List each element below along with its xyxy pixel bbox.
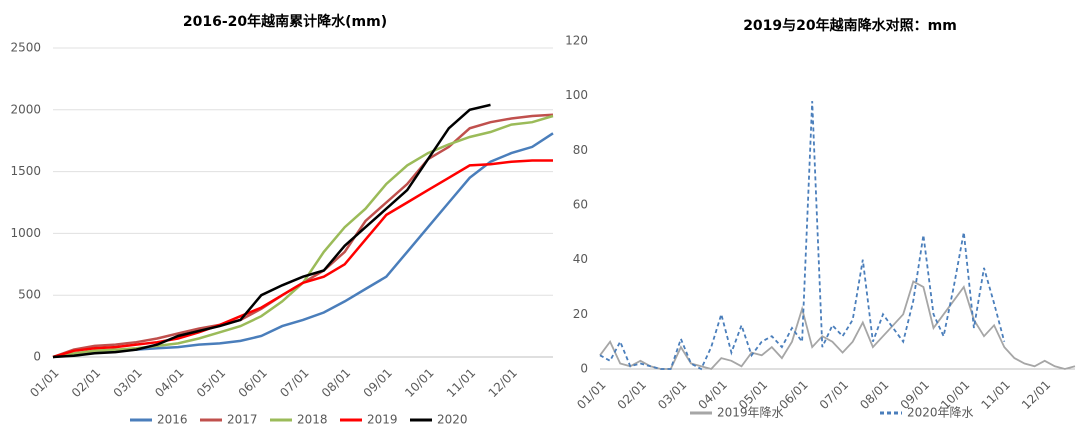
- series-line: [599, 101, 1006, 371]
- y-tick-label: 80: [573, 143, 588, 157]
- x-tick-label: 09/01: [361, 366, 395, 400]
- series-line: [599, 280, 1076, 371]
- x-tick-label: 02/01: [69, 366, 103, 400]
- legend-label: 2020: [437, 413, 468, 427]
- y-tick-label: 100: [565, 88, 588, 102]
- x-tick-label: 11/01: [444, 366, 478, 400]
- y-tick-label: 0: [33, 350, 41, 364]
- y-tick-label: 500: [18, 288, 41, 302]
- y-tick-label: 1500: [10, 164, 41, 178]
- legend-label: 2017: [227, 413, 258, 427]
- x-tick-label: 07/01: [277, 366, 311, 400]
- chart-title: 2016-20年越南累计降水(mm): [183, 13, 387, 30]
- y-tick-label: 40: [573, 252, 588, 266]
- y-tick-label: 2000: [10, 102, 41, 116]
- legend-label: 2019: [367, 413, 398, 427]
- y-tick-label: 120: [565, 34, 588, 48]
- x-tick-label: 11/01: [978, 378, 1012, 412]
- y-tick-label: 2500: [10, 41, 41, 55]
- y-tick-label: 0: [580, 362, 588, 376]
- y-tick-label: 1000: [10, 226, 41, 240]
- series-line: [52, 132, 554, 359]
- x-tick-label: 08/01: [319, 366, 353, 400]
- series-line: [52, 103, 491, 359]
- x-tick-label: 05/01: [194, 366, 228, 400]
- legend-label: 2019年降水: [717, 406, 784, 420]
- x-tick-label: 07/01: [817, 378, 851, 412]
- x-tick-label: 04/01: [152, 366, 186, 400]
- x-tick-label: 12/01: [486, 366, 520, 400]
- series-line: [52, 159, 553, 359]
- legend-label: 2020年降水: [907, 406, 974, 420]
- x-tick-label: 03/01: [111, 366, 145, 400]
- x-tick-label: 06/01: [236, 366, 270, 400]
- x-tick-label: 08/01: [857, 378, 891, 412]
- legend-label: 2016: [157, 413, 188, 427]
- legend-label: 2018: [297, 413, 328, 427]
- chart-title: 2019与20年越南降水对照：mm: [743, 17, 957, 34]
- x-tick-label: 01/01: [574, 378, 608, 412]
- x-tick-label: 12/01: [1019, 378, 1053, 412]
- y-tick-label: 60: [573, 198, 588, 212]
- x-tick-label: 02/01: [615, 378, 649, 412]
- x-tick-label: 10/01: [402, 366, 436, 400]
- x-tick-label: 03/01: [655, 378, 689, 412]
- y-tick-label: 20: [573, 307, 588, 321]
- x-tick-label: 01/01: [27, 366, 61, 400]
